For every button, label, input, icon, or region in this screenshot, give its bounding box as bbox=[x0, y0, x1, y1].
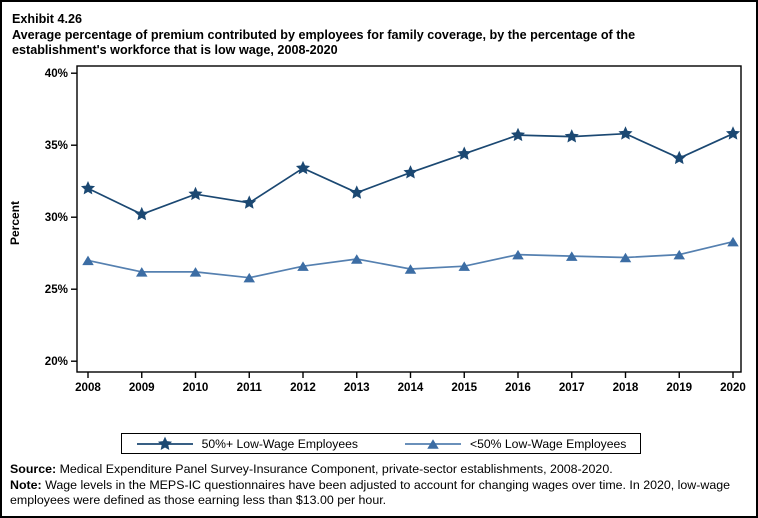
data-point-star bbox=[188, 186, 203, 201]
data-point-star bbox=[242, 195, 257, 209]
note-line: Note: Wage levels in the MEPS-IC questio… bbox=[10, 478, 754, 509]
source-text: Medical Expenditure Panel Survey-Insuran… bbox=[59, 462, 613, 476]
legend-entry: <50% Low-Wage Employees bbox=[404, 436, 626, 452]
data-point-triangle bbox=[619, 252, 632, 263]
data-point-triangle bbox=[727, 236, 739, 247]
data-point-triangle bbox=[427, 438, 439, 449]
data-point-triangle bbox=[297, 261, 309, 271]
data-point-triangle bbox=[566, 251, 578, 261]
data-point-star bbox=[80, 181, 96, 195]
y-tick-label: 20% bbox=[45, 355, 68, 368]
data-point-star bbox=[134, 206, 149, 221]
data-point-star bbox=[618, 126, 633, 140]
exhibit-number: Exhibit 4.26 bbox=[12, 12, 82, 26]
y-tick-label: 25% bbox=[45, 283, 68, 296]
legend-marker-triangle-icon bbox=[405, 438, 461, 449]
x-tick-label: 2020 bbox=[720, 381, 746, 394]
data-point-star bbox=[349, 185, 364, 199]
data-point-star bbox=[725, 126, 741, 140]
legend-label: <50% Low-Wage Employees bbox=[470, 436, 627, 451]
x-tick-label: 2017 bbox=[559, 381, 585, 394]
x-tick-label: 2019 bbox=[666, 381, 692, 394]
data-point-triangle bbox=[189, 267, 202, 277]
legend-marker-star-icon bbox=[136, 436, 193, 450]
data-point-star bbox=[295, 160, 311, 175]
data-point-triangle bbox=[458, 261, 470, 271]
data-point-triangle bbox=[404, 264, 417, 274]
x-tick-label: 2012 bbox=[290, 381, 316, 394]
x-tick-label: 2015 bbox=[451, 381, 477, 394]
line-chart: Percent 20% 25% 30% 35% 40% 2008 2009 2010 2011 2… bbox=[8, 65, 746, 394]
data-point-star bbox=[457, 146, 472, 160]
legend-row: 50%+ Low-Wage Employees <50% Low-Wage Emp… bbox=[2, 433, 756, 454]
data-point-triangle bbox=[512, 249, 524, 260]
data-point-triangle bbox=[136, 267, 148, 277]
data-point-triangle bbox=[82, 255, 94, 266]
note-label: Note: bbox=[10, 477, 42, 492]
y-tick-label: 35% bbox=[45, 139, 68, 152]
data-point-triangle bbox=[673, 249, 685, 260]
x-tick-label: 2009 bbox=[129, 381, 155, 394]
data-point-star bbox=[157, 436, 172, 450]
footnotes: Source: Medical Expenditure Panel Survey… bbox=[10, 462, 754, 509]
x-tick-label: 2014 bbox=[398, 381, 424, 394]
x-tick-label: 2016 bbox=[505, 381, 531, 394]
x-tick-label: 2008 bbox=[75, 381, 101, 394]
legend-label: 50%+ Low-Wage Employees bbox=[201, 436, 358, 451]
data-point-star bbox=[672, 150, 687, 165]
data-point-triangle bbox=[351, 254, 363, 264]
y-tick-label: 30% bbox=[45, 211, 68, 224]
y-tick-label: 40% bbox=[45, 67, 68, 80]
title-block: Exhibit 4.26 Average percentage of premi… bbox=[12, 12, 718, 59]
y-axis-title: Percent bbox=[8, 201, 22, 245]
chart-title: Average percentage of premium contribute… bbox=[12, 27, 636, 58]
source-line: Source: Medical Expenditure Panel Survey… bbox=[10, 462, 754, 478]
data-point-star bbox=[403, 165, 418, 179]
legend-entry: 50%+ Low-Wage Employees bbox=[136, 436, 358, 452]
data-point-star bbox=[564, 129, 579, 143]
data-point-star bbox=[510, 127, 526, 142]
chart-legend: 50%+ Low-Wage Employees <50% Low-Wage Emp… bbox=[120, 433, 642, 454]
note-text: Wage levels in the MEPS-IC questionnaire… bbox=[10, 477, 730, 508]
data-point-triangle bbox=[243, 272, 255, 283]
x-tick-label: 2018 bbox=[613, 381, 639, 394]
x-tick-label: 2013 bbox=[344, 381, 370, 394]
plot-frame bbox=[76, 65, 742, 373]
x-tick-label: 2010 bbox=[183, 381, 209, 394]
x-tick-label: 2011 bbox=[237, 381, 263, 394]
source-label: Source: bbox=[10, 462, 57, 476]
